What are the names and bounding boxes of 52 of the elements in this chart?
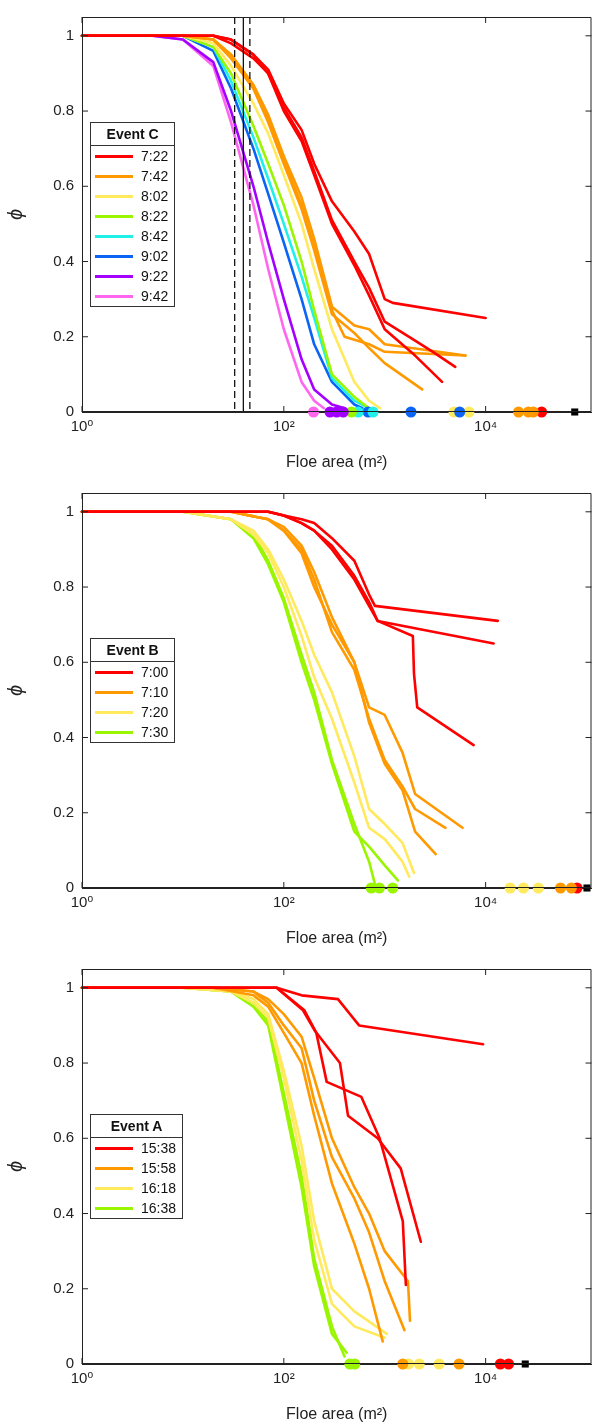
y-tick-label: 0.4	[53, 251, 74, 269]
legend-label: 8:02	[141, 188, 169, 204]
x-tick-label: 10²	[272, 417, 295, 435]
y-tick-label: 0.4	[53, 727, 74, 745]
legend-label: 8:42	[141, 228, 169, 244]
x-tick-label: 10²	[272, 893, 295, 911]
legend-label: 9:22	[141, 268, 169, 284]
x-axis-title: Floe area (m²)	[286, 452, 388, 470]
y-tick-label: 0.6	[53, 652, 74, 670]
y-tick-label: 0.8	[53, 101, 74, 119]
y-tick-label: 0.4	[53, 1203, 74, 1221]
y-tick-label: 0.8	[53, 1053, 74, 1071]
legend-label: 16:18	[141, 1180, 177, 1196]
legend-label: 16:38	[141, 1200, 177, 1216]
legend-title: Event A	[91, 1115, 183, 1138]
legend-label: 15:58	[141, 1160, 177, 1176]
legend-label: 7:42	[141, 168, 169, 184]
y-tick-label: 0	[65, 402, 74, 420]
legend-label: 9:02	[141, 248, 169, 264]
legend-title: Event B	[91, 639, 175, 662]
legend-label: 7:30	[141, 724, 169, 740]
x-tick-label: 10⁴	[474, 417, 498, 435]
y-tick-label: 1	[65, 977, 74, 995]
y-tick-label: 0.2	[53, 326, 74, 344]
y-tick-label: 1	[65, 501, 74, 519]
x-tick-label: 10⁰	[70, 417, 94, 435]
y-axis-title: ϕ	[3, 1160, 26, 1173]
x-tick-label: 10⁰	[70, 893, 94, 911]
y-axis-title: ϕ	[3, 684, 26, 697]
y-tick-label: 1	[65, 25, 74, 43]
legend-label: 7:22	[141, 148, 169, 164]
legend-label: 7:00	[141, 664, 169, 680]
x-tick-label: 10²	[272, 1369, 295, 1387]
x-axis-title: Floe area (m²)	[286, 1404, 388, 1422]
y-tick-label: 0.6	[53, 176, 74, 194]
y-tick-label: 0.2	[53, 1278, 74, 1296]
legend-label: 15:38	[141, 1140, 177, 1156]
y-tick-label: 0.6	[53, 1128, 74, 1146]
x-tick-label: 10⁴	[474, 893, 498, 911]
legend-label: 7:10	[141, 684, 169, 700]
legend-label: 8:22	[141, 208, 169, 224]
x-axis-title: Floe area (m²)	[286, 928, 388, 946]
x-tick-label: 10⁴	[474, 1369, 498, 1387]
legend-label: 9:42	[141, 288, 169, 304]
y-tick-label: 0.2	[53, 802, 74, 820]
x-tick-label: 10⁰	[70, 1369, 94, 1387]
y-tick-label: 0	[65, 878, 74, 896]
legend-title: Event C	[91, 123, 175, 146]
y-axis-title: ϕ	[3, 208, 26, 221]
legend-label: 7:20	[141, 704, 169, 720]
y-tick-label: 0	[65, 1354, 74, 1372]
y-tick-label: 0.8	[53, 577, 74, 595]
